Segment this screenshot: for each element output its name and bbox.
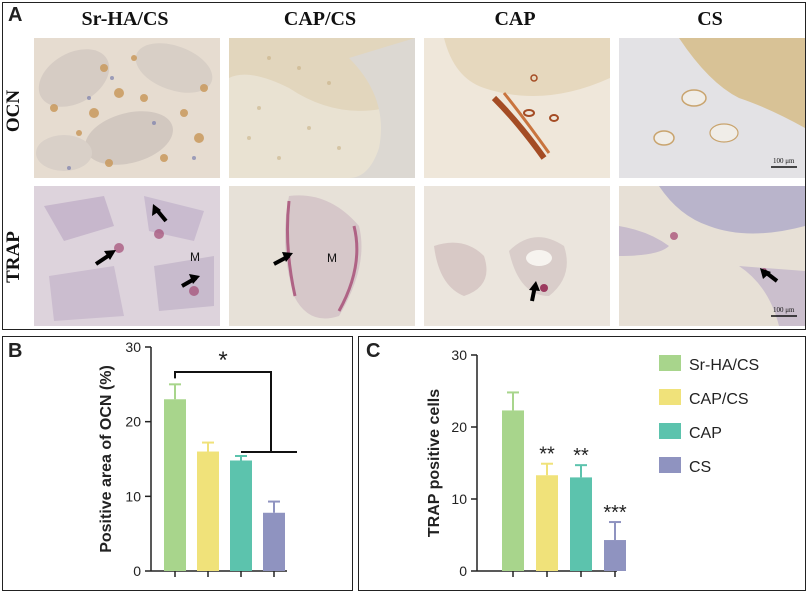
row-header-trap: TRAP	[3, 231, 24, 283]
scale-bar-label-ocn: 100 μm	[773, 157, 795, 165]
chart-c-y-tick-label: 20	[451, 419, 467, 435]
chart-c-significance-3: **	[573, 445, 589, 467]
micrograph-trap-cap	[424, 186, 610, 326]
micrograph-ocn-sr-ha-cs	[34, 38, 220, 178]
column-header-2: CAP/CS	[283, 8, 357, 30]
micrograph-trap-cap-cs: M	[229, 186, 415, 326]
chart-b-y-tick-label: 30	[125, 339, 141, 355]
panel-c-letter: C	[366, 340, 381, 362]
legend-swatch-1	[659, 355, 681, 371]
chart-c-bar-4	[604, 540, 626, 571]
chart-b-significance-star: *	[218, 347, 227, 374]
column-header-4: CS	[697, 8, 723, 30]
chart-b-y-label: Positive area of OCN (%)	[98, 365, 115, 553]
chart-b: 0 10 20 30 Positive area of OCN (%) *	[98, 339, 297, 579]
panel-b-frame	[2, 336, 353, 591]
chart-c-bar-1	[502, 410, 524, 571]
panel-a-frame	[2, 2, 806, 330]
legend-swatch-2	[659, 389, 681, 405]
micrograph-ocn-cs: 100 μm	[619, 38, 805, 178]
chart-c-y-tick-label: 10	[451, 491, 467, 507]
marker-m-1: M	[190, 250, 200, 264]
scale-bar-label-trap: 100 μm	[773, 306, 795, 314]
micrograph-trap-cs: 100 μm	[619, 186, 805, 326]
chart-b-y-tick-label: 20	[125, 414, 141, 430]
chart-b-significance-bracket	[174, 371, 272, 452]
chart-b-bar-3	[230, 460, 252, 571]
column-header-3: CAP	[494, 8, 536, 30]
chart-c-significance-4: ***	[603, 502, 627, 524]
panel-a-letter: A	[8, 4, 23, 26]
legend-label-3: CAP	[689, 425, 722, 442]
legend-label-4: CS	[689, 459, 711, 476]
panel-c-frame	[358, 336, 806, 591]
marker-m-2: M	[327, 251, 337, 265]
legend-label-1: Sr-HA/CS	[689, 357, 759, 374]
chart-c-y-label: TRAP positive cells	[426, 389, 443, 537]
micrograph-trap-sr-ha-cs: M	[34, 186, 220, 326]
legend-label-2: CAP/CS	[689, 391, 749, 408]
chart-c-y-tick-label: 30	[451, 347, 467, 363]
chart-b-bar-2	[197, 451, 219, 571]
chart-b-y-tick-label: 0	[133, 563, 141, 579]
chart-b-bar-4	[263, 512, 285, 571]
chart-c-bar-3	[570, 477, 592, 571]
row-header-ocn: OCN	[3, 89, 24, 133]
micrograph-ocn-cap	[424, 38, 610, 178]
column-header-1: Sr-HA/CS	[81, 8, 169, 30]
chart-c-bar-2	[536, 475, 558, 571]
chart-b-bar-1	[164, 399, 186, 571]
chart-c-y-tick-label: 0	[459, 563, 467, 579]
panel-b-letter: B	[8, 340, 23, 362]
micrograph-ocn-cap-cs	[229, 38, 415, 178]
chart-c-significance-2: **	[539, 444, 555, 466]
legend-swatch-4	[659, 457, 681, 473]
chart-b-y-tick-label: 10	[125, 488, 141, 504]
legend-swatch-3	[659, 423, 681, 439]
